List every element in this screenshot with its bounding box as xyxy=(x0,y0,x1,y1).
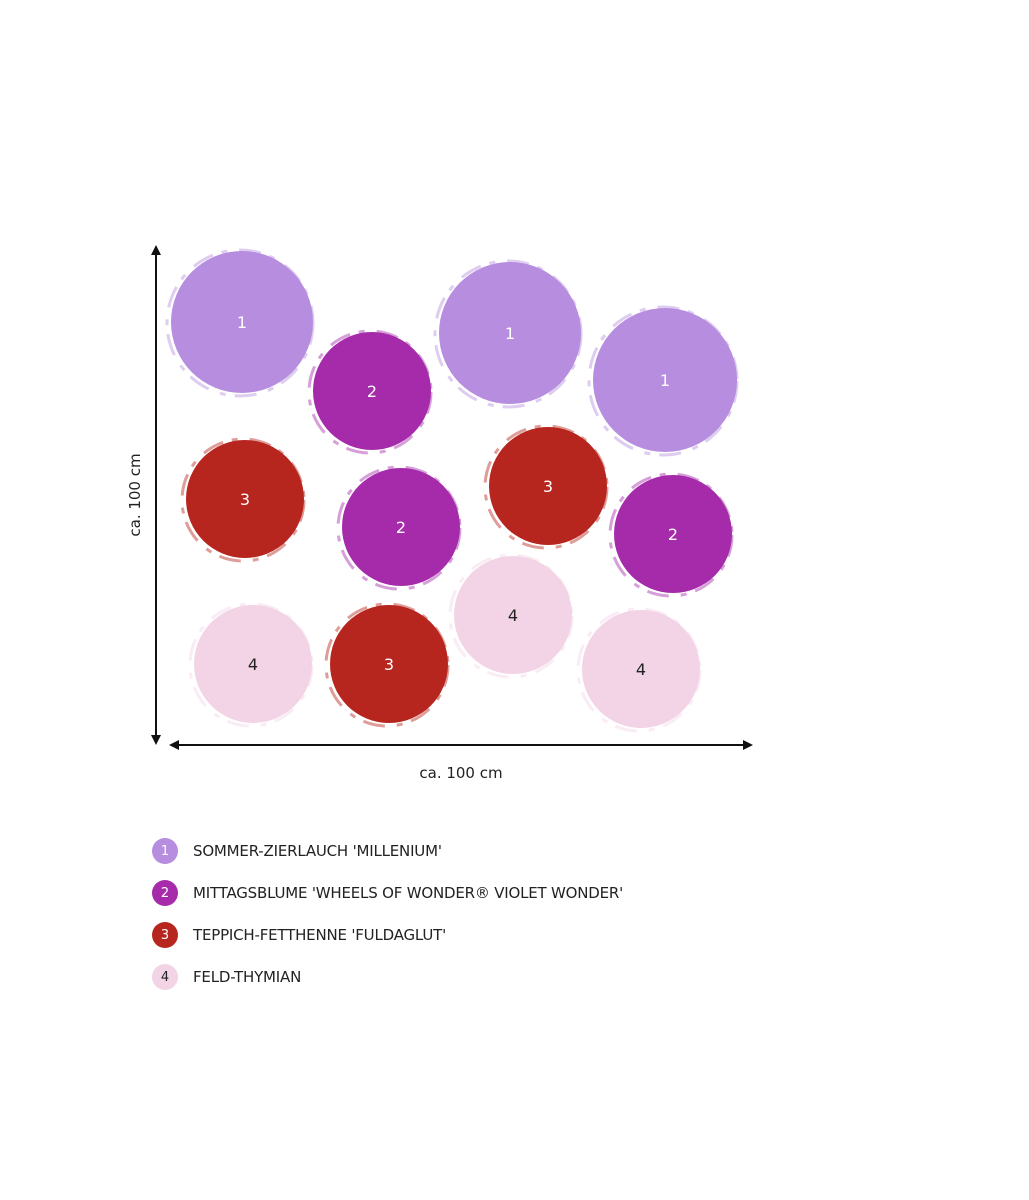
plant-disc xyxy=(171,251,313,393)
legend-label: TEPPICH-FETTHENNE 'FULDAGLUT' xyxy=(193,926,447,944)
brush-halo xyxy=(180,437,306,563)
width-label: ca. 100 cm xyxy=(419,764,502,782)
height-label: ca. 100 cm xyxy=(126,453,144,536)
plant-disc xyxy=(489,427,607,545)
plant-number: 2 xyxy=(396,518,406,537)
legend-marker-1: 1 xyxy=(152,838,178,864)
planting-diagram: 1 2 1 1 3 2 3 2 4 3 4 4 ca. 100 cm ca. 100 cm xyxy=(126,245,753,782)
brush-halo xyxy=(324,602,450,728)
plant-number: 3 xyxy=(384,655,394,674)
legend-label: SOMMER-ZIERLAUCH 'MILLENIUM' xyxy=(193,842,442,860)
brush-halo xyxy=(576,607,702,733)
plant-disc xyxy=(342,468,460,586)
plant-circle-4: 4 xyxy=(576,607,702,733)
plant-disc xyxy=(439,262,581,404)
legend-marker-3: 3 xyxy=(152,922,178,948)
plant-number: 2 xyxy=(668,525,678,544)
brush-halo xyxy=(433,259,583,409)
plant-number: 3 xyxy=(240,490,250,509)
plant-number: 1 xyxy=(505,324,515,343)
plant-circles: 1 2 1 1 3 2 3 2 4 3 4 4 xyxy=(165,248,739,733)
legend-item-2: 2 MITTAGSBLUME 'WHEELS OF WONDER® VIOLET… xyxy=(152,872,852,914)
brush-halo xyxy=(608,472,734,598)
plant-number: 3 xyxy=(543,477,553,496)
legend-marker-4: 4 xyxy=(152,964,178,990)
brush-halo xyxy=(188,602,314,728)
plant-circle-1: 1 xyxy=(587,305,739,457)
brush-halo xyxy=(307,329,433,455)
plant-circle-1: 1 xyxy=(165,248,315,398)
plant-circle-3: 3 xyxy=(483,424,609,550)
plant-number: 2 xyxy=(367,382,377,401)
plant-number: 4 xyxy=(248,655,258,674)
legend-marker-2: 2 xyxy=(152,880,178,906)
plant-number: 4 xyxy=(508,606,518,625)
plant-disc xyxy=(593,308,737,452)
plant-circle-2: 2 xyxy=(336,465,462,591)
brush-halo xyxy=(336,465,462,591)
plant-disc xyxy=(330,605,448,723)
brush-halo xyxy=(587,305,739,457)
plant-disc xyxy=(194,605,312,723)
brush-halo xyxy=(483,424,609,550)
plant-disc xyxy=(614,475,732,593)
brush-halo xyxy=(165,248,315,398)
brush-halo xyxy=(448,553,574,679)
plant-number: 4 xyxy=(636,660,646,679)
plant-circle-1: 1 xyxy=(433,259,583,409)
plant-circle-2: 2 xyxy=(608,472,734,598)
plant-circle-3: 3 xyxy=(324,602,450,728)
plant-number: 1 xyxy=(660,371,670,390)
plant-circle-3: 3 xyxy=(180,437,306,563)
plant-disc xyxy=(313,332,431,450)
plant-circle-4: 4 xyxy=(188,602,314,728)
plant-number: 1 xyxy=(237,313,247,332)
legend-label: MITTAGSBLUME 'WHEELS OF WONDER® VIOLET W… xyxy=(193,884,624,902)
plant-circle-4: 4 xyxy=(448,553,574,679)
plant-disc xyxy=(186,440,304,558)
plant-disc xyxy=(582,610,700,728)
plant-circle-2: 2 xyxy=(307,329,433,455)
legend-item-4: 4 FELD-THYMIAN xyxy=(152,956,852,998)
legend-item-3: 3 TEPPICH-FETTHENNE 'FULDAGLUT' xyxy=(152,914,852,956)
legend-label: FELD-THYMIAN xyxy=(193,968,302,986)
legend: 1 SOMMER-ZIERLAUCH 'MILLENIUM' 2 MITTAGS… xyxy=(152,830,852,998)
legend-item-1: 1 SOMMER-ZIERLAUCH 'MILLENIUM' xyxy=(152,830,852,872)
plant-disc xyxy=(454,556,572,674)
